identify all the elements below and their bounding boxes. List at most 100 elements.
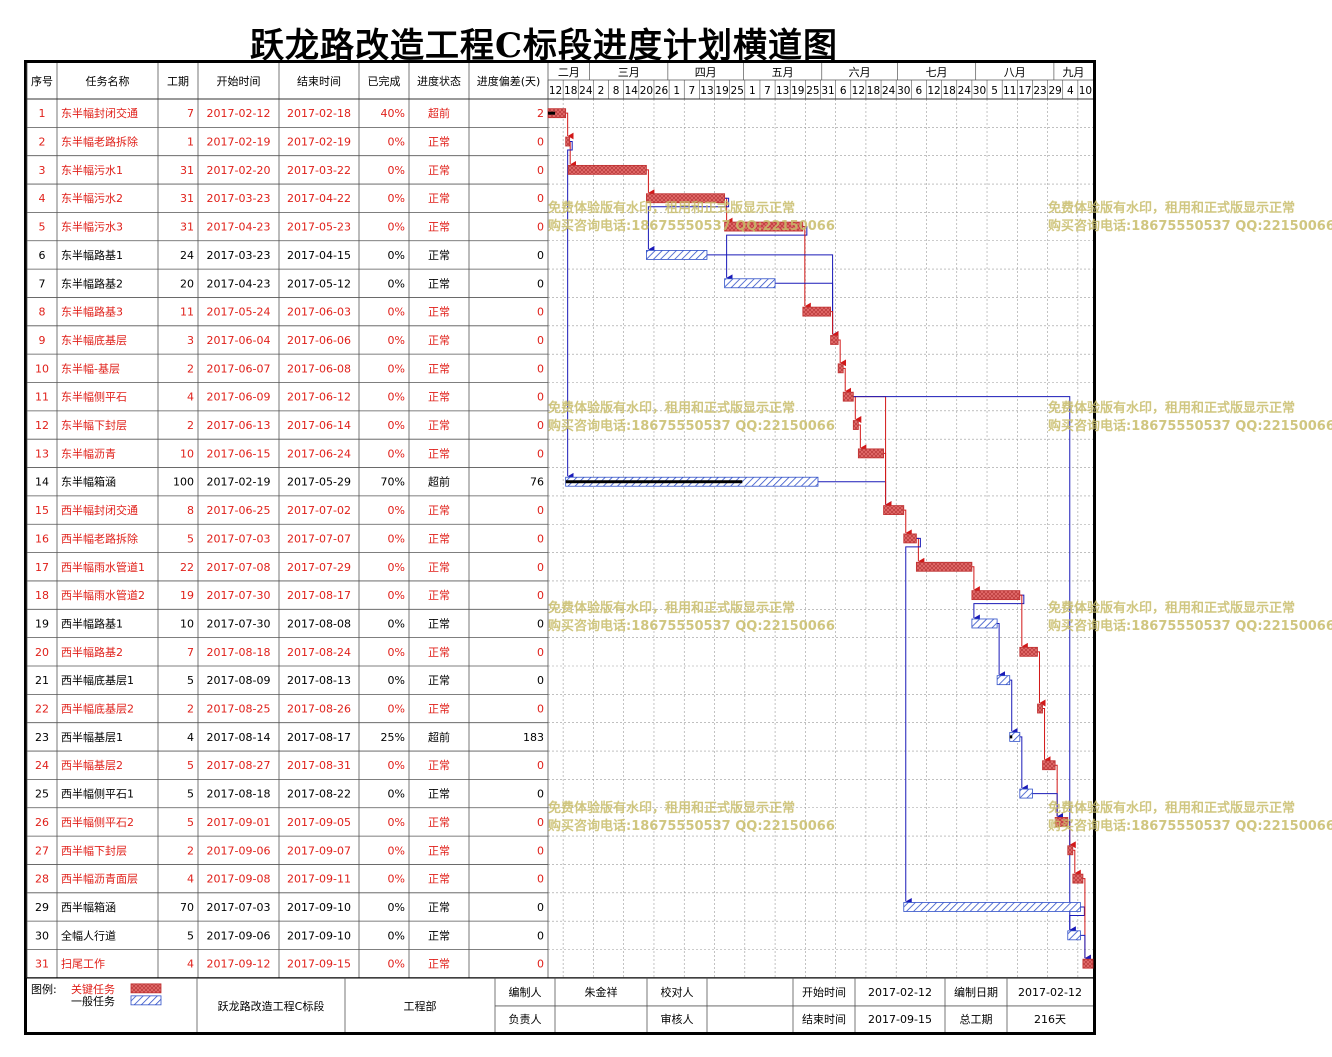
task-bar: [1082, 958, 1094, 969]
cell-id: 4: [39, 192, 46, 205]
cell-end: 2017-08-13: [287, 674, 351, 687]
cell-duration: 22: [180, 561, 194, 574]
cell-start: 2017-06-25: [207, 504, 271, 517]
cell-start: 2017-06-04: [207, 334, 271, 347]
watermark-line-1: 免费体验版有水印，租用和正式版显示正常: [1048, 400, 1295, 416]
cell-start: 2017-04-23: [207, 221, 271, 234]
task-bar: [1019, 646, 1038, 657]
cell-status: 正常: [428, 844, 450, 857]
cell-id: 30: [35, 929, 49, 942]
column-header: 工期: [167, 75, 189, 88]
day-tick-label: 17: [1018, 85, 1031, 97]
cell-start: 2017-06-07: [207, 362, 271, 375]
cell-status: 正常: [428, 901, 450, 914]
cell-done: 25%: [381, 731, 405, 744]
cell-duration: 24: [180, 249, 194, 262]
cell-duration: 70: [180, 901, 194, 914]
cell-end: 2017-09-11: [287, 873, 351, 886]
table-row: 3 东半幅污水1 31 2017-02-20 2017-03-22 0% 正常 0: [39, 163, 545, 177]
table-row: 22 西半幅底基层2 2 2017-08-25 2017-08-26 0% 正常 0: [35, 702, 544, 716]
cell-name: 西半幅侧平石1: [61, 787, 134, 801]
cell-name: 西半幅路基1: [61, 616, 123, 630]
cell-done: 0%: [388, 703, 405, 716]
task-bar: [971, 590, 1021, 601]
cell-id: 31: [35, 958, 49, 971]
cell-deviation: 0: [537, 929, 544, 942]
dependency-link: [883, 452, 892, 509]
table-row: 18 西半幅雨水管道2 19 2017-07-30 2017-08-17 0% 正常 0: [35, 588, 544, 602]
cell-start: 2017-07-03: [207, 532, 271, 545]
column-header: 进度状态: [417, 74, 461, 88]
cell-deviation: 183: [523, 731, 544, 744]
cell-status: 正常: [428, 306, 450, 319]
cell-end: 2017-06-12: [287, 391, 351, 404]
table-row: 19 西半幅路基1 10 2017-07-30 2017-08-08 0% 正常 0: [35, 616, 544, 630]
table-row: 5 东半幅污水3 31 2017-04-23 2017-05-23 0% 正常 0: [39, 220, 545, 234]
cell-end: 2017-09-10: [287, 901, 351, 914]
cell-done: 0%: [388, 192, 405, 205]
table-row: 16 西半幅老路拆除 5 2017-07-03 2017-07-07 0% 正常 0: [35, 531, 544, 545]
cell-deviation: 0: [537, 532, 544, 545]
month-label: 八月: [1004, 66, 1026, 79]
watermark-line-2: 购买咨询电话:18675550537 QQ:22150066: [1048, 618, 1332, 634]
cell-name: 西半幅基层2: [61, 758, 123, 772]
cell-start: 2017-02-20: [207, 164, 271, 177]
critical-bar: [883, 505, 905, 515]
cell-id: 27: [35, 844, 49, 857]
cell-id: 6: [39, 249, 46, 262]
footer-cell: 开始时间: [802, 985, 846, 999]
day-tick-label: 12: [549, 85, 562, 97]
cell-duration: 1: [187, 136, 194, 149]
cell-status: 正常: [428, 929, 450, 942]
footer-cell: 结束时间: [802, 1013, 846, 1026]
cell-end: 2017-09-05: [287, 816, 351, 829]
cell-status: 正常: [428, 674, 450, 687]
table-row: 14 东半幅箱涵 100 2017-02-19 2017-05-29 70% 超前 76: [35, 475, 544, 489]
cell-done: 0%: [388, 447, 405, 460]
table-row: 20 西半幅路基2 7 2017-08-18 2017-08-24 0% 正常 0: [35, 645, 544, 659]
month-label: 九月: [1062, 66, 1084, 79]
cell-name: 扫尾工作: [61, 958, 105, 971]
task-bar: [971, 618, 998, 629]
cell-start: 2017-08-18: [207, 788, 271, 801]
cell-start: 2017-02-19: [207, 476, 271, 489]
cell-name: 西半幅雨水管道2: [61, 588, 145, 602]
cell-end: 2017-06-24: [287, 447, 351, 460]
cell-deviation: 0: [537, 391, 544, 404]
cell-name: 东半幅下封层: [61, 418, 127, 432]
day-tick-label: 10: [1079, 85, 1092, 97]
cell-end: 2017-02-18: [287, 107, 351, 120]
watermark-line-2: 购买咨询电话:18675550537 QQ:22150066: [548, 818, 835, 834]
cell-id: 19: [35, 617, 49, 630]
dependency-link: [567, 141, 574, 480]
cell-status: 正常: [428, 589, 450, 602]
legend-label: 图例:: [31, 982, 57, 996]
cell-end: 2017-07-29: [287, 561, 351, 574]
cell-deviation: 0: [537, 164, 544, 177]
watermark-line-2: 购买咨询电话:18675550537 QQ:22150066: [548, 618, 835, 634]
cell-end: 2017-08-08: [287, 617, 351, 630]
footer-cell: 负责人: [509, 1012, 542, 1026]
watermark-line-1: 免费体验版有水印，租用和正式版显示正常: [548, 400, 795, 416]
month-label: 五月: [772, 66, 794, 79]
footer-cell: 编制人: [509, 985, 542, 999]
normal-bar: [903, 902, 1081, 912]
column-header: 进度偏差(天): [477, 74, 541, 88]
day-tick-label: 4: [1067, 85, 1074, 97]
cell-deviation: 0: [537, 221, 544, 234]
progress-line: [548, 111, 556, 115]
day-tick-label: 18: [867, 85, 880, 97]
cell-deviation: 0: [537, 844, 544, 857]
dependency-link: [1009, 679, 1018, 735]
task-bar: [1072, 873, 1084, 884]
cell-status: 正常: [428, 164, 450, 177]
cell-duration: 100: [173, 476, 194, 489]
cell-duration: 2: [187, 362, 194, 375]
critical-bar: [837, 363, 844, 374]
cell-id: 26: [35, 816, 49, 829]
cell-start: 2017-07-08: [207, 561, 271, 574]
day-tick-label: 7: [688, 85, 695, 97]
day-tick-label: 12: [927, 85, 940, 97]
cell-id: 8: [39, 306, 46, 319]
cell-end: 2017-05-23: [287, 221, 351, 234]
